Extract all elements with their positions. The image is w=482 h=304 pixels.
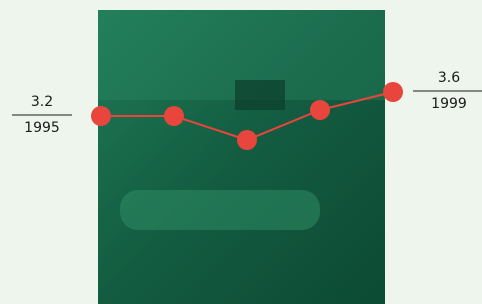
chart: 3.2 1995 3.6 1999 — [0, 0, 482, 304]
value-label: 3.2 — [31, 94, 53, 110]
point — [237, 130, 257, 150]
point — [383, 82, 403, 102]
photo-pipe — [120, 190, 320, 230]
point — [310, 100, 330, 120]
category-label: 1995 — [24, 120, 60, 136]
page: {"chart_data": {"type": "line", "categor… — [0, 0, 482, 304]
point — [91, 106, 111, 126]
point — [164, 106, 184, 126]
photo-ship — [235, 80, 285, 110]
value-label: 3.6 — [438, 70, 460, 86]
category-label: 1999 — [431, 96, 467, 112]
